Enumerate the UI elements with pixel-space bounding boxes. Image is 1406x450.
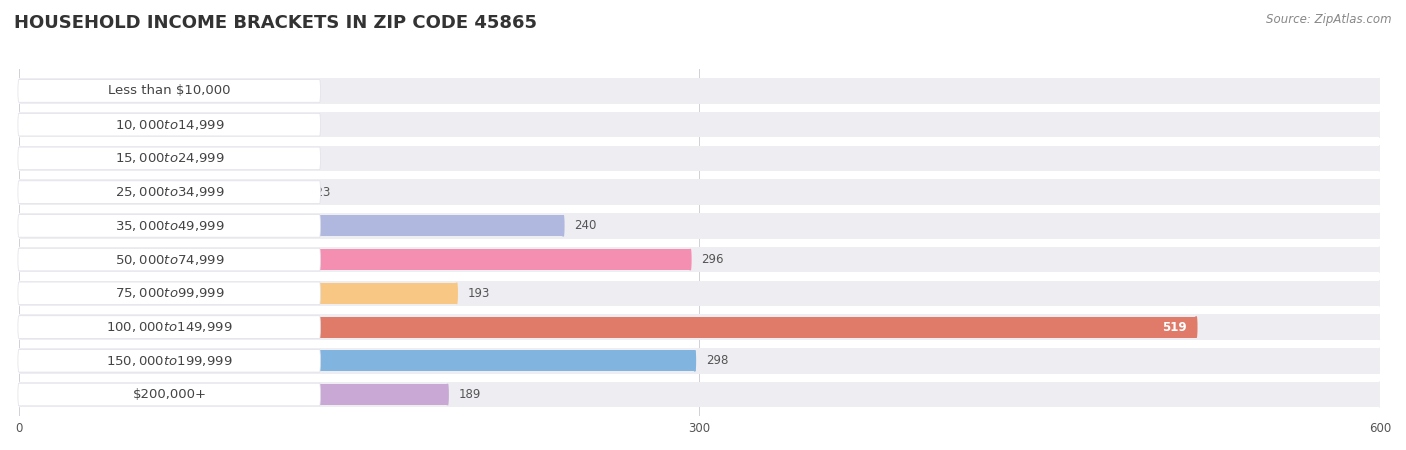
- Circle shape: [1379, 348, 1381, 374]
- Circle shape: [18, 348, 20, 374]
- Circle shape: [18, 148, 20, 169]
- Text: 298: 298: [706, 354, 728, 367]
- Text: $35,000 to $49,999: $35,000 to $49,999: [115, 219, 225, 233]
- Circle shape: [1379, 280, 1381, 306]
- Text: Less than $10,000: Less than $10,000: [108, 85, 231, 98]
- FancyBboxPatch shape: [18, 383, 321, 406]
- FancyBboxPatch shape: [18, 215, 321, 237]
- Bar: [18, 280, 1379, 306]
- Circle shape: [18, 249, 20, 270]
- Text: 240: 240: [575, 219, 598, 232]
- Circle shape: [689, 249, 690, 270]
- Text: 111: 111: [281, 152, 304, 165]
- Bar: [18, 317, 1197, 338]
- Bar: [18, 179, 1379, 205]
- Text: $25,000 to $34,999: $25,000 to $34,999: [115, 185, 225, 199]
- Circle shape: [18, 314, 20, 340]
- Text: 189: 189: [458, 388, 481, 401]
- Bar: [18, 314, 1379, 340]
- Circle shape: [18, 112, 20, 138]
- Text: 193: 193: [468, 287, 491, 300]
- Text: $50,000 to $74,999: $50,000 to $74,999: [115, 252, 225, 266]
- Circle shape: [18, 384, 20, 405]
- Circle shape: [18, 114, 20, 135]
- Bar: [18, 213, 1379, 239]
- FancyBboxPatch shape: [18, 248, 321, 271]
- FancyBboxPatch shape: [18, 113, 321, 136]
- Circle shape: [18, 351, 20, 371]
- Bar: [18, 112, 1379, 138]
- Circle shape: [18, 182, 20, 202]
- Circle shape: [18, 382, 20, 407]
- Bar: [18, 348, 1379, 374]
- Text: 123: 123: [309, 185, 332, 198]
- Bar: [18, 78, 1379, 104]
- Text: $150,000 to $199,999: $150,000 to $199,999: [107, 354, 233, 368]
- Text: Source: ZipAtlas.com: Source: ZipAtlas.com: [1267, 14, 1392, 27]
- Text: 22: 22: [80, 85, 96, 98]
- Circle shape: [1379, 78, 1381, 104]
- Text: $10,000 to $14,999: $10,000 to $14,999: [115, 117, 225, 132]
- Circle shape: [695, 351, 696, 371]
- Circle shape: [18, 216, 20, 236]
- Circle shape: [297, 182, 298, 202]
- Circle shape: [67, 114, 69, 135]
- Bar: [18, 384, 447, 405]
- Text: HOUSEHOLD INCOME BRACKETS IN ZIP CODE 45865: HOUSEHOLD INCOME BRACKETS IN ZIP CODE 45…: [14, 14, 537, 32]
- Circle shape: [18, 280, 20, 306]
- Circle shape: [562, 216, 564, 236]
- Bar: [18, 382, 1379, 407]
- Bar: [18, 249, 690, 270]
- Circle shape: [1379, 179, 1381, 205]
- Circle shape: [270, 148, 271, 169]
- Bar: [18, 114, 69, 135]
- Circle shape: [18, 283, 20, 304]
- Circle shape: [1379, 145, 1381, 171]
- Bar: [18, 148, 270, 169]
- Circle shape: [456, 283, 457, 304]
- Text: $200,000+: $200,000+: [132, 388, 207, 401]
- Circle shape: [18, 78, 20, 104]
- FancyBboxPatch shape: [18, 350, 321, 372]
- Circle shape: [1379, 247, 1381, 272]
- Bar: [18, 283, 457, 304]
- Circle shape: [18, 145, 20, 171]
- Circle shape: [18, 213, 20, 239]
- Bar: [18, 182, 298, 202]
- FancyBboxPatch shape: [18, 282, 321, 305]
- Text: 519: 519: [1163, 320, 1187, 333]
- Circle shape: [18, 317, 20, 338]
- Bar: [18, 81, 69, 101]
- Circle shape: [1195, 317, 1197, 338]
- Text: 296: 296: [702, 253, 724, 266]
- Bar: [18, 351, 695, 371]
- Circle shape: [1379, 314, 1381, 340]
- Circle shape: [67, 81, 69, 101]
- Bar: [18, 145, 1379, 171]
- Text: $75,000 to $99,999: $75,000 to $99,999: [115, 286, 225, 300]
- Circle shape: [18, 247, 20, 272]
- Circle shape: [18, 81, 20, 101]
- FancyBboxPatch shape: [18, 316, 321, 338]
- Text: 22: 22: [80, 118, 96, 131]
- Circle shape: [1379, 213, 1381, 239]
- Circle shape: [18, 179, 20, 205]
- FancyBboxPatch shape: [18, 80, 321, 102]
- FancyBboxPatch shape: [18, 181, 321, 203]
- Bar: [18, 216, 564, 236]
- Circle shape: [1379, 112, 1381, 138]
- Circle shape: [1379, 382, 1381, 407]
- Text: $100,000 to $149,999: $100,000 to $149,999: [107, 320, 233, 334]
- FancyBboxPatch shape: [18, 147, 321, 170]
- Bar: [18, 247, 1379, 272]
- Circle shape: [447, 384, 449, 405]
- Text: $15,000 to $24,999: $15,000 to $24,999: [115, 151, 225, 166]
